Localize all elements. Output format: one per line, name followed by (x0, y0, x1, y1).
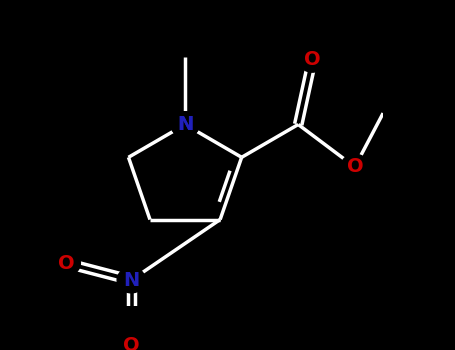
Text: O: O (304, 50, 321, 69)
Ellipse shape (52, 250, 81, 276)
Text: O: O (347, 158, 363, 176)
Text: O: O (123, 336, 140, 350)
Ellipse shape (298, 47, 327, 72)
Ellipse shape (341, 154, 369, 180)
Text: N: N (177, 115, 193, 134)
Ellipse shape (171, 112, 199, 137)
Text: N: N (123, 271, 139, 289)
Ellipse shape (117, 332, 146, 350)
Text: N: N (177, 115, 193, 134)
Text: O: O (58, 254, 75, 273)
Ellipse shape (117, 267, 146, 293)
Ellipse shape (171, 112, 199, 137)
